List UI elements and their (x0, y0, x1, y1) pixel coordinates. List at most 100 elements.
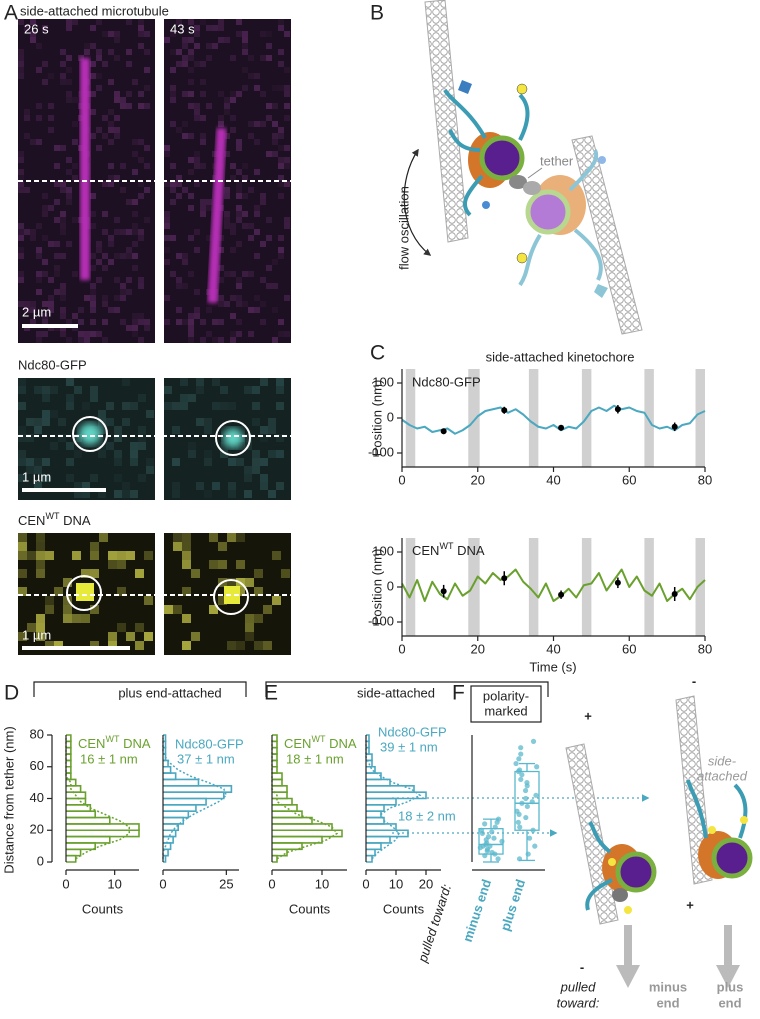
noise-pixel (284, 115, 290, 121)
noise-pixel (278, 175, 284, 181)
noise-pixel (144, 31, 150, 37)
noise-pixel (90, 223, 96, 229)
circle (215, 420, 251, 456)
noise-pixel (130, 458, 138, 466)
noise-pixel (114, 295, 120, 301)
noise-pixel (72, 217, 78, 223)
noise-pixel (212, 151, 218, 157)
noise-pixel (27, 623, 36, 632)
noise-pixel (30, 31, 36, 37)
scale-label: 1 µm (22, 627, 51, 642)
panel-label: A (4, 2, 18, 25)
noise-pixel (24, 307, 30, 313)
noise-pixel (164, 605, 173, 614)
circle (213, 579, 249, 615)
histogram-bin (366, 785, 415, 793)
noise-pixel (230, 337, 236, 343)
noise-pixel (138, 235, 144, 241)
histogram-bin (366, 810, 382, 819)
histogram-bin (272, 854, 278, 863)
noise-pixel (248, 187, 254, 193)
noise-pixel (60, 211, 66, 217)
noise-pixel (66, 402, 74, 410)
category-label: minus end (460, 877, 494, 944)
noise-pixel (260, 319, 266, 325)
noise-pixel (90, 253, 96, 259)
noise-pixel (18, 19, 24, 25)
x-tick-label: 25 (219, 876, 233, 891)
noise-pixel (278, 235, 284, 241)
histogram-bin (366, 772, 382, 781)
noise-pixel (120, 295, 126, 301)
noise-pixel (188, 157, 194, 163)
histogram-bin (366, 804, 385, 812)
noise-pixel (218, 235, 224, 241)
noise-pixel (96, 331, 102, 337)
noise-pixel (74, 482, 82, 490)
noise-pixel (252, 418, 260, 426)
noise-pixel (30, 229, 36, 235)
noise-pixel (220, 442, 228, 450)
noise-pixel (96, 277, 102, 283)
noise-pixel (242, 211, 248, 217)
noise-pixel (66, 187, 72, 193)
noise-pixel (230, 229, 236, 235)
strand (518, 149, 603, 287)
noise-pixel (42, 313, 48, 319)
noise-pixel (252, 450, 260, 458)
polarity-sign: - (692, 673, 696, 688)
noise-pixel (66, 199, 72, 205)
noise-pixel (230, 115, 236, 121)
noise-pixel (242, 223, 248, 229)
noise-pixel (114, 37, 120, 43)
noise-pixel (182, 283, 188, 289)
noise-pixel (138, 426, 146, 434)
shaded-interval (695, 369, 705, 467)
noise-pixel (18, 67, 24, 73)
noise-pixel (54, 199, 60, 205)
noise-pixel (108, 109, 114, 115)
noise-pixel (130, 402, 138, 410)
noise-pixel (108, 139, 114, 145)
label: CENWT DNA (412, 541, 485, 558)
noise-pixel (18, 542, 27, 551)
histogram-bin (272, 772, 283, 781)
circle (66, 575, 102, 611)
noise-pixel (122, 378, 130, 386)
spot (76, 583, 94, 601)
scale-label: 2 µm (22, 304, 51, 319)
noise-pixel (200, 91, 206, 97)
noise-pixel (122, 482, 130, 490)
noise-pixel (63, 596, 72, 605)
diagram-f (565, 695, 753, 988)
arrow (616, 965, 640, 988)
noise-pixel (126, 632, 135, 641)
noise-pixel (164, 295, 170, 301)
noise-pixel (138, 181, 144, 187)
noise-pixel (248, 133, 254, 139)
noise-pixel (144, 85, 150, 91)
noise-pixel (236, 587, 245, 596)
noise-pixel (72, 139, 78, 145)
annotation: 39 ± 1 nm (380, 739, 438, 754)
noise-pixel (36, 331, 42, 337)
data-point (534, 764, 540, 770)
noise-pixel (60, 187, 66, 193)
noise-pixel (18, 181, 24, 187)
noise-pixel (114, 307, 120, 313)
histogram-bin (366, 734, 370, 743)
label: Ndc80-GFP (378, 724, 447, 739)
category-label: plus end (497, 877, 528, 933)
noise-pixel (182, 614, 191, 623)
noise-pixel (126, 551, 135, 560)
noise-pixel (260, 241, 266, 247)
noise-pixel (188, 325, 194, 331)
histogram-bin (272, 778, 283, 787)
y-tick-label: 40 (30, 790, 44, 805)
mean-marker (558, 424, 565, 431)
data-point (523, 814, 529, 821)
x-tick-label: 60 (622, 641, 636, 656)
noise-pixel (60, 229, 66, 235)
noise-pixel (200, 133, 206, 139)
noise-pixel (90, 319, 96, 325)
